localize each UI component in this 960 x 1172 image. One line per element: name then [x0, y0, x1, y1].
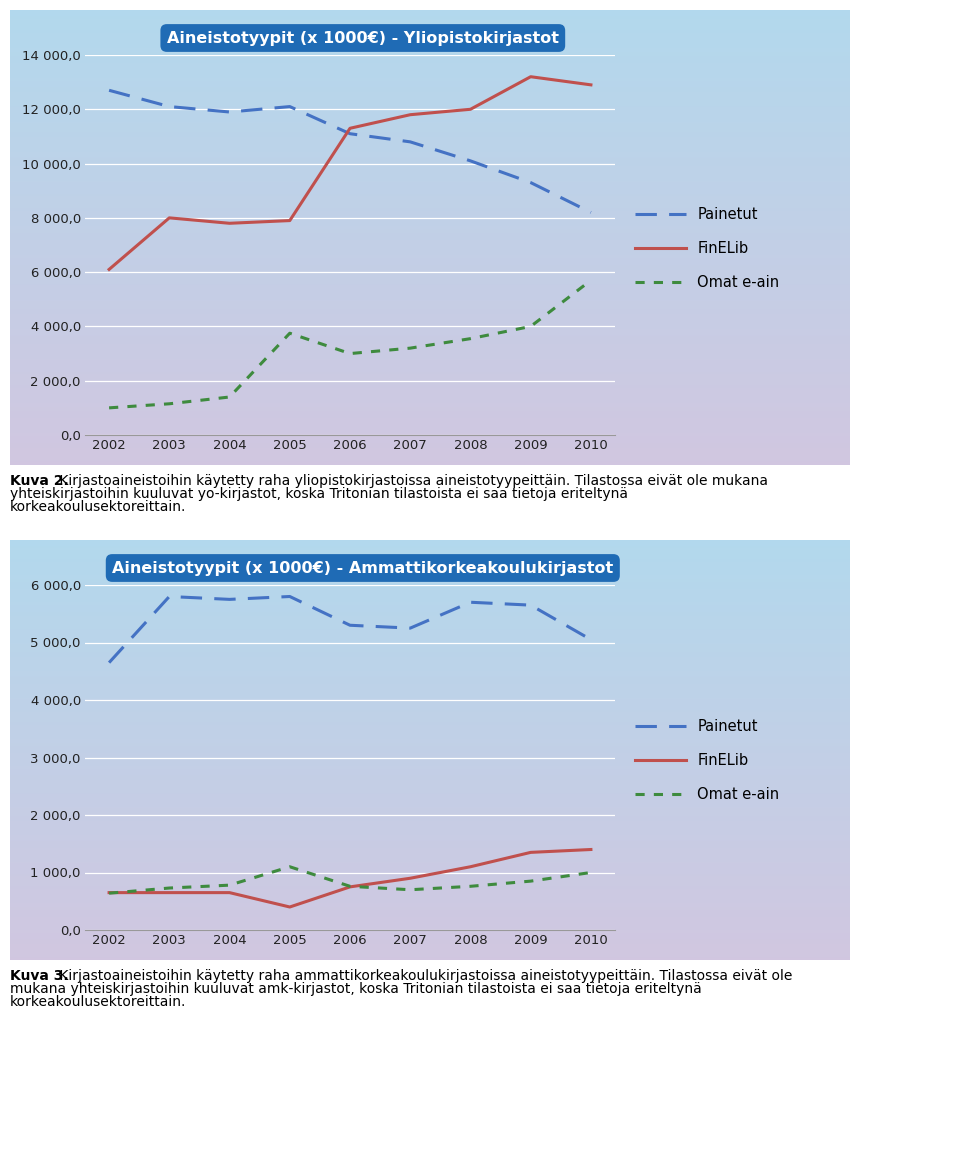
Text: yhteiskirjastoihin kuuluvat yo-kirjastot, koska Tritonian tilastoista ei saa tie: yhteiskirjastoihin kuuluvat yo-kirjastot… — [10, 488, 628, 502]
Text: Kirjastoaineistoihin käytetty raha yliopistokirjastoissa aineistotyypeittäin. Ti: Kirjastoaineistoihin käytetty raha yliop… — [55, 475, 768, 489]
Text: Aineistotyypit (x 1000€) - Yliopistokirjastot: Aineistotyypit (x 1000€) - Yliopistokirj… — [167, 30, 559, 46]
Text: Kuva 3.: Kuva 3. — [10, 969, 68, 983]
Text: korkeakoulusektoreittain.: korkeakoulusektoreittain. — [10, 500, 186, 515]
Text: mukana yhteiskirjastoihin kuuluvat amk-kirjastot, koska Tritonian tilastoista ei: mukana yhteiskirjastoihin kuuluvat amk-k… — [10, 982, 702, 996]
Text: Kirjastoaineistoihin käytetty raha ammattikorkeakoulukirjastoissa aineistotyypei: Kirjastoaineistoihin käytetty raha ammat… — [55, 969, 792, 983]
Text: korkeakoulusektoreittain.: korkeakoulusektoreittain. — [10, 995, 186, 1009]
Text: Aineistotyypit (x 1000€) - Ammattikorkeakoulukirjastot: Aineistotyypit (x 1000€) - Ammattikorkea… — [112, 560, 613, 575]
Legend: Painetut, FinELib, Omat e-ain: Painetut, FinELib, Omat e-ain — [629, 202, 785, 297]
Legend: Painetut, FinELib, Omat e-ain: Painetut, FinELib, Omat e-ain — [629, 714, 785, 808]
Text: Kuva 2.: Kuva 2. — [10, 475, 69, 489]
